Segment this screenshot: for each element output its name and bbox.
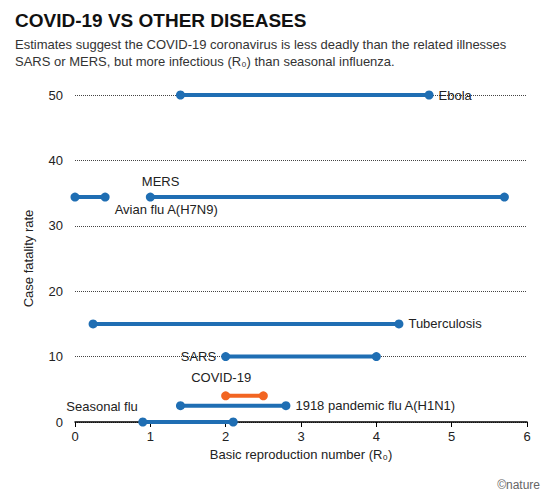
svg-text:SARS: SARS xyxy=(181,349,217,364)
svg-text:Avian flu A(H7N9): Avian flu A(H7N9) xyxy=(115,202,218,217)
svg-text:©nature: ©nature xyxy=(497,478,540,492)
svg-text:SARS or MERS, but more infecti: SARS or MERS, but more infectious (R₀) t… xyxy=(15,54,395,69)
svg-text:Estimates suggest the COVID-19: Estimates suggest the COVID-19 coronavir… xyxy=(15,37,510,52)
svg-text:1918 pandemic flu A(H1N1): 1918 pandemic flu A(H1N1) xyxy=(295,398,455,413)
svg-text:50: 50 xyxy=(49,88,63,103)
svg-text:40: 40 xyxy=(49,153,63,168)
svg-text:20: 20 xyxy=(49,284,63,299)
svg-text:MERS: MERS xyxy=(142,174,180,189)
svg-text:Basic reproduction number (R₀): Basic reproduction number (R₀) xyxy=(210,447,392,462)
svg-text:4: 4 xyxy=(373,429,380,444)
svg-text:2: 2 xyxy=(222,429,229,444)
svg-text:Seasonal flu: Seasonal flu xyxy=(66,399,138,414)
svg-text:Case fatality rate: Case fatality rate xyxy=(21,210,36,308)
svg-text:5: 5 xyxy=(448,429,455,444)
svg-text:Tuberculosis: Tuberculosis xyxy=(408,316,482,331)
svg-text:6: 6 xyxy=(523,429,530,444)
svg-text:0: 0 xyxy=(71,429,78,444)
svg-text:1: 1 xyxy=(147,429,154,444)
svg-text:Ebola: Ebola xyxy=(439,88,473,103)
svg-text:COVID-19 VS OTHER DISEASES: COVID-19 VS OTHER DISEASES xyxy=(15,10,306,31)
svg-text:30: 30 xyxy=(49,218,63,233)
svg-text:0: 0 xyxy=(56,415,63,430)
svg-text:3: 3 xyxy=(297,429,304,444)
svg-text:COVID-19: COVID-19 xyxy=(191,370,251,385)
svg-text:10: 10 xyxy=(49,349,63,364)
